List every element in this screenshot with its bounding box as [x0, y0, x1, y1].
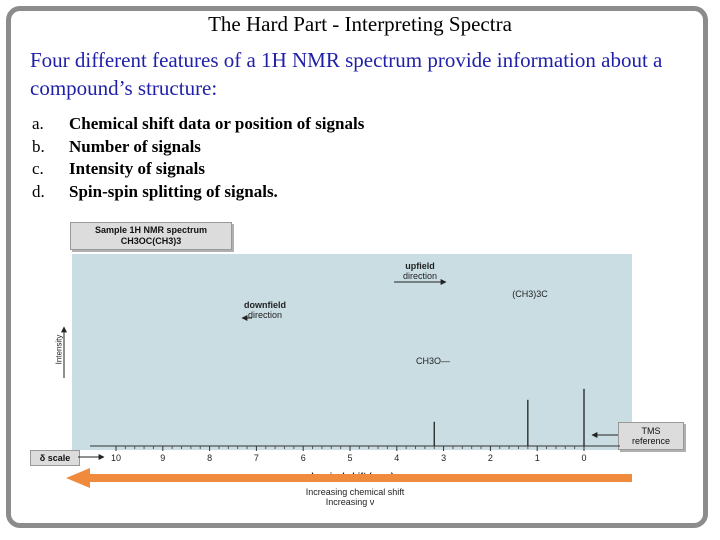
downfield-word: downfield: [244, 300, 286, 310]
axis-tick-label: 5: [347, 453, 352, 463]
axis-tick-label: 1: [535, 453, 540, 463]
axis-tick-label: 10: [111, 453, 121, 463]
list-item-text: Chemical shift data or position of signa…: [69, 114, 365, 133]
tick-group: 10 9 8 7 6 5 4 3 2 1 0: [111, 446, 587, 463]
list-item-text: Intensity of signals: [69, 159, 206, 178]
increasing-shift-arrow: [66, 468, 632, 488]
tertbutyl-label: (CH3)3C: [512, 289, 548, 299]
axis-tick-label: 7: [254, 453, 259, 463]
sample-formula: CH3OC(CH3)3: [120, 236, 182, 246]
slide-title: The Hard Part - Interpreting Spectra: [208, 12, 512, 36]
list-marker: d.: [32, 181, 45, 201]
downfield-direction: direction: [247, 310, 283, 320]
methoxy-label: CH3O—: [415, 356, 450, 366]
axis-tick-label: 2: [488, 453, 493, 463]
axis-tick-label: 3: [441, 453, 446, 463]
list-marker: b.: [32, 136, 45, 156]
axis-tick-label: 8: [207, 453, 212, 463]
tms-reference: reference: [631, 436, 671, 446]
axis-tick-label: 4: [394, 453, 399, 463]
slide-subtitle: Four different features of a 1H NMR spec…: [30, 48, 663, 100]
axis-tick-label: 0: [581, 453, 586, 463]
upfield-word: upfield: [405, 261, 435, 271]
increasing-nu-label: Increasing ν: [325, 497, 375, 507]
upfield-direction: direction: [402, 271, 438, 281]
list-marker: a.: [32, 114, 44, 133]
axis-tick-label: 6: [301, 453, 306, 463]
upfield-label: upfield direction: [390, 261, 450, 281]
increasing-shift-label: Increasing chemical shift: [305, 487, 405, 497]
spectrum-background: [72, 254, 632, 450]
peak-group: [433, 388, 585, 446]
downfield-label: downfield direction: [232, 300, 298, 320]
delta-scale-label: δ scale: [30, 450, 80, 466]
list-item-text: Spin-spin splitting of signals.: [69, 181, 278, 201]
list-item-text: Number of signals: [69, 136, 201, 156]
list-item: c. Intensity of signals: [32, 158, 364, 181]
tms-box: TMS reference: [618, 422, 684, 450]
feature-list: a. Chemical shift data or position of sig…: [32, 113, 364, 203]
list-item: d. Spin-spin splitting of signals.: [32, 181, 364, 204]
sample-caption: Sample 1H NMR spectrum: [94, 225, 208, 235]
tms-label: TMS: [641, 426, 661, 436]
list-marker: c.: [32, 159, 44, 178]
axis-tick-label: 9: [160, 453, 165, 463]
list-item: b. Number of signals: [32, 136, 364, 159]
sample-caption-box: Sample 1H NMR spectrum CH3OC(CH3)3: [70, 222, 232, 250]
list-item: a. Chemical shift data or position of sig…: [32, 113, 364, 136]
slide-frame: [6, 6, 708, 528]
